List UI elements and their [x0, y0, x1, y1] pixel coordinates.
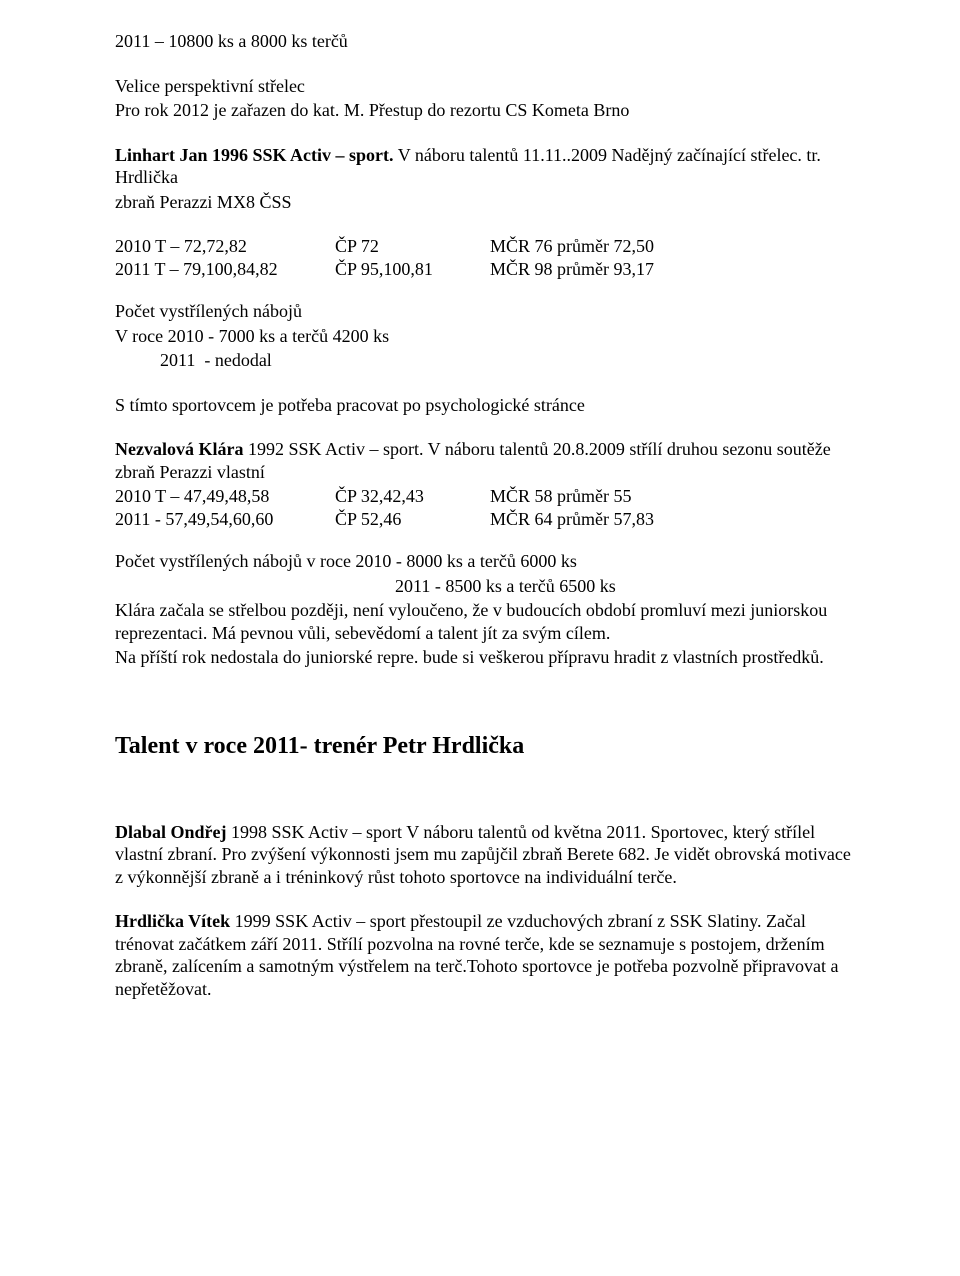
psych-line: S tímto sportovcem je potřeba pracovat p…: [115, 394, 862, 417]
paragraph-perspective-2: Pro rok 2012 je zařazen do kat. M. Přest…: [115, 99, 862, 122]
linhart-name: Linhart Jan 1996 SSK Activ – sport.: [115, 145, 394, 165]
cell-year: 2011 - 57,49,54,60,60: [115, 508, 335, 531]
line-top: 2011 – 10800 ks a 8000 ks terčů: [115, 30, 862, 53]
dlabal-name: Dlabal Ondřej: [115, 822, 231, 842]
cell-mcr: MČR 58 průměr 55: [490, 485, 862, 508]
cell-cp: ČP 32,42,43: [335, 485, 490, 508]
nezvalova-name: Nezvalová Klára: [115, 439, 243, 459]
cell-cp: ČP 72: [335, 235, 490, 258]
nezvalova-ammo-1: Počet vystřílených nábojů v roce 2010 - …: [115, 550, 862, 573]
nezvalova-text-3: Na příští rok nedostala do juniorské rep…: [115, 646, 862, 669]
nezvalova-paragraph: Nezvalová Klára 1992 SSK Activ – sport. …: [115, 438, 862, 483]
hrdlicka-paragraph: Hrdlička Vítek 1999 SSK Activ – sport př…: [115, 910, 862, 1000]
nezvalova-text-2: Klára začala se střelbou později, není v…: [115, 599, 862, 644]
cell-mcr: MČR 76 průměr 72,50: [490, 235, 862, 258]
cell-year: 2010 T – 47,49,48,58: [115, 485, 335, 508]
table-row: 2011 - 57,49,54,60,60 ČP 52,46 MČR 64 pr…: [115, 508, 862, 531]
cell-mcr: MČR 98 průměr 93,17: [490, 258, 862, 281]
cell-cp: ČP 52,46: [335, 508, 490, 531]
ammo-line-1: V roce 2010 - 7000 ks a terčů 4200 ks: [115, 325, 862, 348]
table-row: 2010 T – 72,72,82 ČP 72 MČR 76 průměr 72…: [115, 235, 862, 258]
cell-mcr: MČR 64 průměr 57,83: [490, 508, 862, 531]
table-row: 2010 T – 47,49,48,58 ČP 32,42,43 MČR 58 …: [115, 485, 862, 508]
hrdlicka-name: Hrdlička Vítek: [115, 911, 230, 931]
cell-year: 2010 T – 72,72,82: [115, 235, 335, 258]
cell-year: 2011 T – 79,100,84,82: [115, 258, 335, 281]
ammo-title: Počet vystřílených nábojů: [115, 300, 862, 323]
dlabal-paragraph: Dlabal Ondřej 1998 SSK Activ – sport V n…: [115, 821, 862, 889]
cell-cp: ČP 95,100,81: [335, 258, 490, 281]
linhart-line-3: zbraň Perazzi MX8 ČSS: [115, 191, 862, 214]
nezvalova-ammo-2: 2011 - 8500 ks a terčů 6500 ks: [115, 575, 862, 598]
nezvalova-results-table: 2010 T – 47,49,48,58 ČP 32,42,43 MČR 58 …: [115, 485, 862, 530]
section-title-talent-2011: Talent v roce 2011- trenér Petr Hrdlička: [115, 731, 862, 761]
linhart-results-table: 2010 T – 72,72,82 ČP 72 MČR 76 průměr 72…: [115, 235, 862, 280]
linhart-paragraph: Linhart Jan 1996 SSK Activ – sport. V ná…: [115, 144, 862, 189]
paragraph-perspective-1: Velice perspektivní střelec: [115, 75, 862, 98]
ammo-line-2: 2011 - nedodal: [115, 349, 862, 372]
table-row: 2011 T – 79,100,84,82 ČP 95,100,81 MČR 9…: [115, 258, 862, 281]
